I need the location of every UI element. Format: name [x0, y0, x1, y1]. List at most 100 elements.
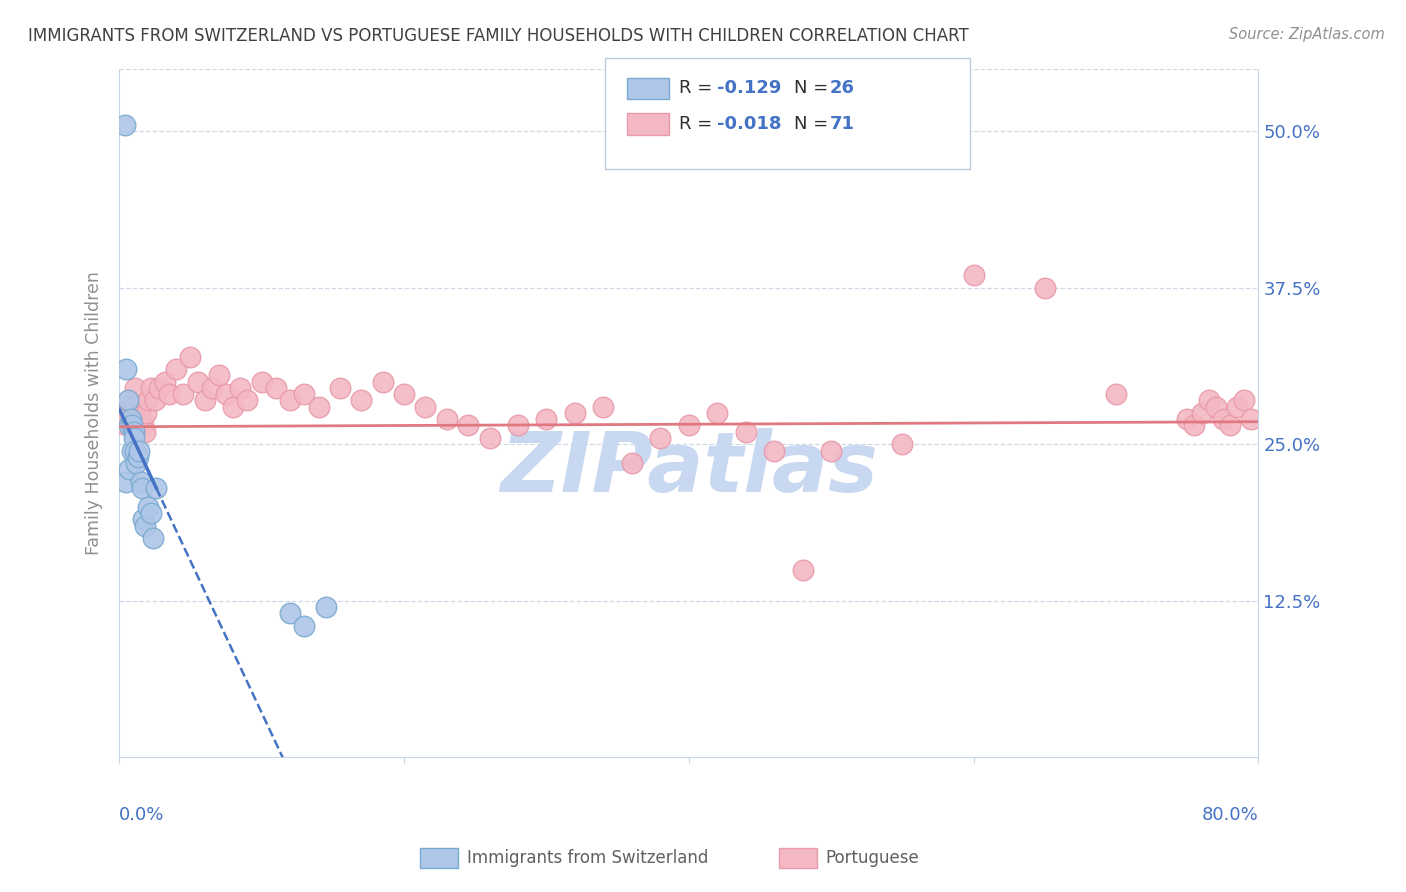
Point [153, 375, 176, 389]
Point [278, 607, 301, 621]
Point [118, 393, 141, 408]
Point [264, 381, 287, 395]
Point [392, 387, 415, 401]
Text: -0.129: -0.129 [717, 79, 782, 97]
Point [315, 600, 337, 615]
Text: 26: 26 [830, 79, 855, 97]
Text: Immigrants from Switzerland: Immigrants from Switzerland [467, 849, 709, 867]
Point [128, 443, 150, 458]
Point [222, 400, 245, 414]
Point [292, 619, 315, 633]
Point [131, 412, 153, 426]
Point [208, 368, 231, 383]
Point [564, 406, 586, 420]
Point [1105, 387, 1128, 401]
Point [114, 118, 136, 132]
Text: 80.0%: 80.0% [1202, 805, 1258, 823]
Point [478, 431, 501, 445]
Point [134, 425, 156, 439]
Text: ZIPatlas: ZIPatlas [501, 427, 877, 508]
Point [117, 412, 139, 426]
Point [891, 437, 914, 451]
Point [1240, 412, 1263, 426]
Point [1205, 400, 1227, 414]
Point [118, 418, 141, 433]
Point [121, 412, 143, 426]
Point [115, 418, 138, 433]
Point [132, 512, 155, 526]
Point [132, 418, 155, 433]
Text: N =: N = [794, 79, 834, 97]
Text: 71: 71 [830, 115, 855, 133]
Point [122, 400, 145, 414]
Point [820, 443, 842, 458]
Point [620, 456, 643, 470]
Point [650, 431, 672, 445]
Point [1033, 281, 1056, 295]
Point [706, 406, 728, 420]
Point [165, 362, 187, 376]
Point [536, 412, 558, 426]
Point [125, 456, 148, 470]
Point [129, 400, 152, 414]
Point [1212, 412, 1234, 426]
Point [678, 418, 700, 433]
Point [194, 393, 217, 408]
Point [415, 400, 437, 414]
Point [457, 418, 479, 433]
Text: R =: R = [679, 115, 718, 133]
Point [135, 406, 157, 420]
Point [127, 450, 149, 464]
Point [350, 393, 373, 408]
Point [121, 443, 143, 458]
Point [115, 475, 138, 489]
Text: 0.0%: 0.0% [120, 805, 165, 823]
Point [127, 418, 149, 433]
Point [187, 375, 209, 389]
Point [1226, 400, 1249, 414]
Point [229, 381, 252, 395]
Point [120, 406, 142, 420]
Point [139, 381, 162, 395]
Point [371, 375, 394, 389]
Point [120, 412, 142, 426]
Point [963, 268, 986, 283]
Text: N =: N = [794, 115, 834, 133]
Point [145, 481, 167, 495]
Point [436, 412, 458, 426]
Point [121, 418, 143, 433]
Point [506, 418, 529, 433]
Point [117, 393, 139, 408]
Point [142, 531, 165, 545]
Point [329, 381, 352, 395]
Point [278, 393, 301, 408]
Point [172, 387, 194, 401]
Point [134, 518, 156, 533]
Point [1233, 393, 1256, 408]
Point [1198, 393, 1220, 408]
Point [201, 381, 224, 395]
Point [763, 443, 786, 458]
Point [1182, 418, 1205, 433]
Text: IMMIGRANTS FROM SWITZERLAND VS PORTUGUESE FAMILY HOUSEHOLDS WITH CHILDREN CORREL: IMMIGRANTS FROM SWITZERLAND VS PORTUGUES… [28, 27, 969, 45]
Point [1191, 406, 1213, 420]
Point [118, 462, 141, 476]
Point [1175, 412, 1198, 426]
Point [129, 475, 152, 489]
Point [179, 350, 201, 364]
Point [125, 412, 148, 426]
Point [236, 393, 259, 408]
Point [139, 506, 162, 520]
Point [136, 500, 159, 514]
Point [157, 387, 180, 401]
Point [128, 406, 150, 420]
Point [124, 443, 146, 458]
Point [148, 381, 170, 395]
Point [122, 425, 145, 439]
Point [1219, 418, 1241, 433]
Y-axis label: Family Households with Children: Family Households with Children [86, 271, 103, 555]
Text: R =: R = [679, 79, 718, 97]
Text: -0.018: -0.018 [717, 115, 782, 133]
Point [792, 562, 814, 576]
Point [124, 381, 146, 395]
